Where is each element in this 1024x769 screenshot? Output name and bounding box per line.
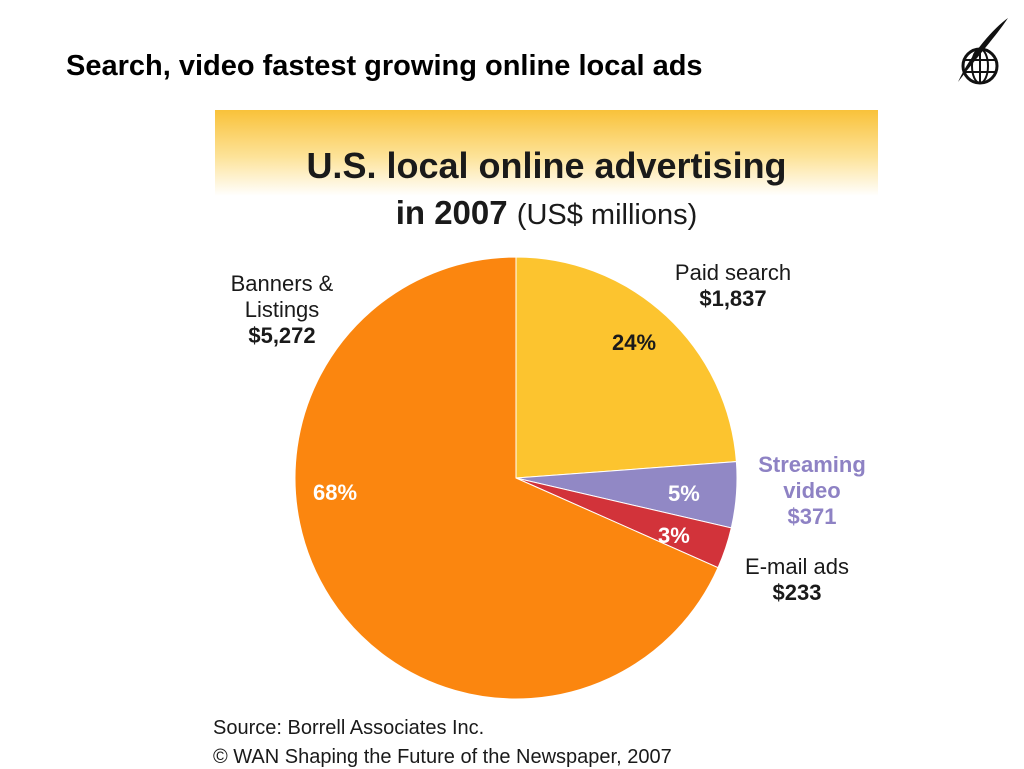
pct-paid-search: 24% — [612, 330, 657, 355]
label-video-name-2: video — [783, 478, 841, 503]
label-banners-listings: Banners & Listings $5,272 — [212, 271, 352, 349]
chart-title: U.S. local online advertising — [306, 145, 787, 186]
label-email-name: E-mail ads — [745, 554, 849, 579]
label-banners-name-2: Listings — [244, 297, 320, 322]
source-line: Source: Borrell Associates Inc. — [213, 717, 485, 739]
chart-subtitle-year: in 2007 — [395, 194, 508, 231]
label-paid-search: Paid search $1,837 — [658, 260, 808, 312]
chart-title-banner — [215, 110, 878, 196]
label-email-ads: E-mail ads $233 — [727, 554, 867, 606]
label-banners-name-1: Banners & — [230, 271, 334, 296]
label-banners-value: $5,272 — [248, 323, 316, 348]
label-video-value: $371 — [787, 504, 837, 529]
pct-streaming-video: 5% — [668, 481, 700, 506]
globe-quill-icon — [958, 18, 1008, 85]
slide-title: Search, video fastest growing online loc… — [66, 50, 703, 82]
pie-slice-banners-listings — [294, 256, 719, 700]
copyright-line: © WAN Shaping the Future of the Newspape… — [213, 746, 672, 768]
label-streaming-video: Streaming video $371 — [742, 452, 882, 530]
label-paid-search-name: Paid search — [674, 260, 792, 285]
pie-slice-paid-search — [515, 256, 737, 479]
label-email-value: $233 — [772, 580, 822, 605]
pct-banners-listings: 68% — [313, 480, 358, 505]
chart-subtitle-unit: (US$ millions) — [516, 199, 698, 231]
pct-email-ads: 3% — [658, 523, 690, 548]
label-paid-search-value: $1,837 — [699, 286, 767, 311]
chart-subtitle: in 2007 (US$ millions) — [215, 194, 878, 232]
label-video-name-1: Streaming — [758, 452, 866, 477]
